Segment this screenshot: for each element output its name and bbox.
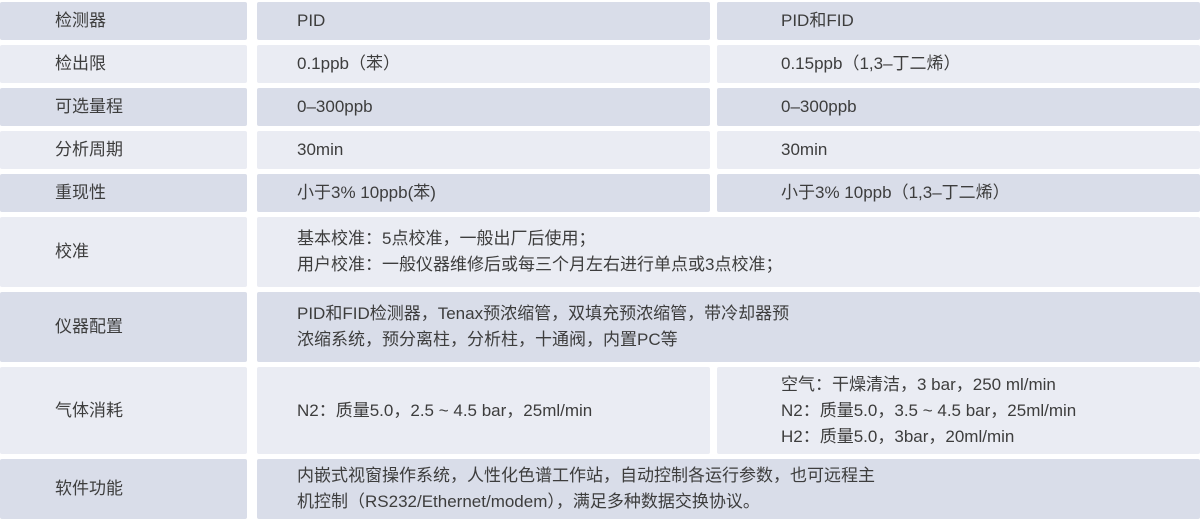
row-value-col2: PID <box>257 2 710 40</box>
row-value-col2: 0–300ppb <box>257 88 710 126</box>
row-value-col3: 小于3% 10ppb（1,3–丁二烯） <box>717 174 1200 212</box>
table-row-range: 可选量程 0–300ppb 0–300ppb <box>0 88 1200 126</box>
row-value-col2: 小于3% 10ppb(苯) <box>257 174 710 212</box>
table-row-repeatability: 重现性 小于3% 10ppb(苯) 小于3% 10ppb（1,3–丁二烯） <box>0 174 1200 212</box>
table-row-detector: 检测器 PID PID和FID <box>0 2 1200 40</box>
row-label: 分析周期 <box>0 131 247 169</box>
row-value-col2: N2：质量5.0，2.5 ~ 4.5 bar，25ml/min <box>257 367 710 454</box>
row-label: 校准 <box>0 217 247 287</box>
row-label: 重现性 <box>0 174 247 212</box>
row-value-col3: 0–300ppb <box>717 88 1200 126</box>
row-value-col3: PID和FID <box>717 2 1200 40</box>
row-value-span: 内嵌式视窗操作系统，人性化色谱工作站，自动控制各运行参数，也可远程主 机控制（R… <box>257 459 1200 519</box>
row-label: 软件功能 <box>0 459 247 519</box>
table-row-cycle-time: 分析周期 30min 30min <box>0 131 1200 169</box>
table-row-calibration: 校准 基本校准：5点校准，一般出厂后使用； 用户校准：一般仪器维修后或每三个月左… <box>0 217 1200 287</box>
row-value-col3: 空气：干燥清洁，3 bar，250 ml/min N2：质量5.0，3.5 ~ … <box>717 367 1200 454</box>
table-row-detection-limit: 检出限 0.1ppb（苯） 0.15ppb（1,3–丁二烯） <box>0 45 1200 83</box>
row-label: 气体消耗 <box>0 367 247 454</box>
row-value-col2: 30min <box>257 131 710 169</box>
table-row-gas-consumption: 气体消耗 N2：质量5.0，2.5 ~ 4.5 bar，25ml/min 空气：… <box>0 367 1200 454</box>
row-value-span: 基本校准：5点校准，一般出厂后使用； 用户校准：一般仪器维修后或每三个月左右进行… <box>257 217 1200 287</box>
row-value-col3: 30min <box>717 131 1200 169</box>
row-value-col2: 0.1ppb（苯） <box>257 45 710 83</box>
row-value-span: PID和FID检测器，Tenax预浓缩管，双填充预浓缩管，带冷却器预 浓缩系统，… <box>257 292 1200 362</box>
row-label: 检测器 <box>0 2 247 40</box>
row-value-col3: 0.15ppb（1,3–丁二烯） <box>717 45 1200 83</box>
table-row-software: 软件功能 内嵌式视窗操作系统，人性化色谱工作站，自动控制各运行参数，也可远程主 … <box>0 459 1200 519</box>
row-label: 检出限 <box>0 45 247 83</box>
table-row-instrument-config: 仪器配置 PID和FID检测器，Tenax预浓缩管，双填充预浓缩管，带冷却器预 … <box>0 292 1200 362</box>
row-label: 可选量程 <box>0 88 247 126</box>
row-label: 仪器配置 <box>0 292 247 362</box>
